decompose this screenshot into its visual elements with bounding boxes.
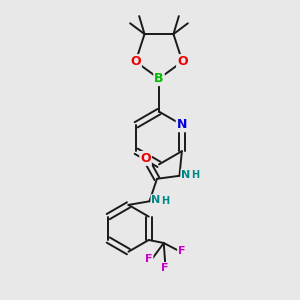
Text: O: O	[177, 55, 188, 68]
Text: O: O	[130, 55, 141, 68]
Text: F: F	[178, 245, 185, 256]
Text: N: N	[182, 169, 191, 180]
Text: F: F	[161, 263, 169, 273]
Text: N: N	[152, 195, 161, 205]
Text: H: H	[191, 170, 199, 180]
Text: H: H	[161, 196, 169, 206]
Text: F: F	[145, 254, 152, 264]
Text: O: O	[140, 152, 151, 165]
Text: N: N	[177, 118, 187, 131]
Text: B: B	[154, 72, 164, 85]
